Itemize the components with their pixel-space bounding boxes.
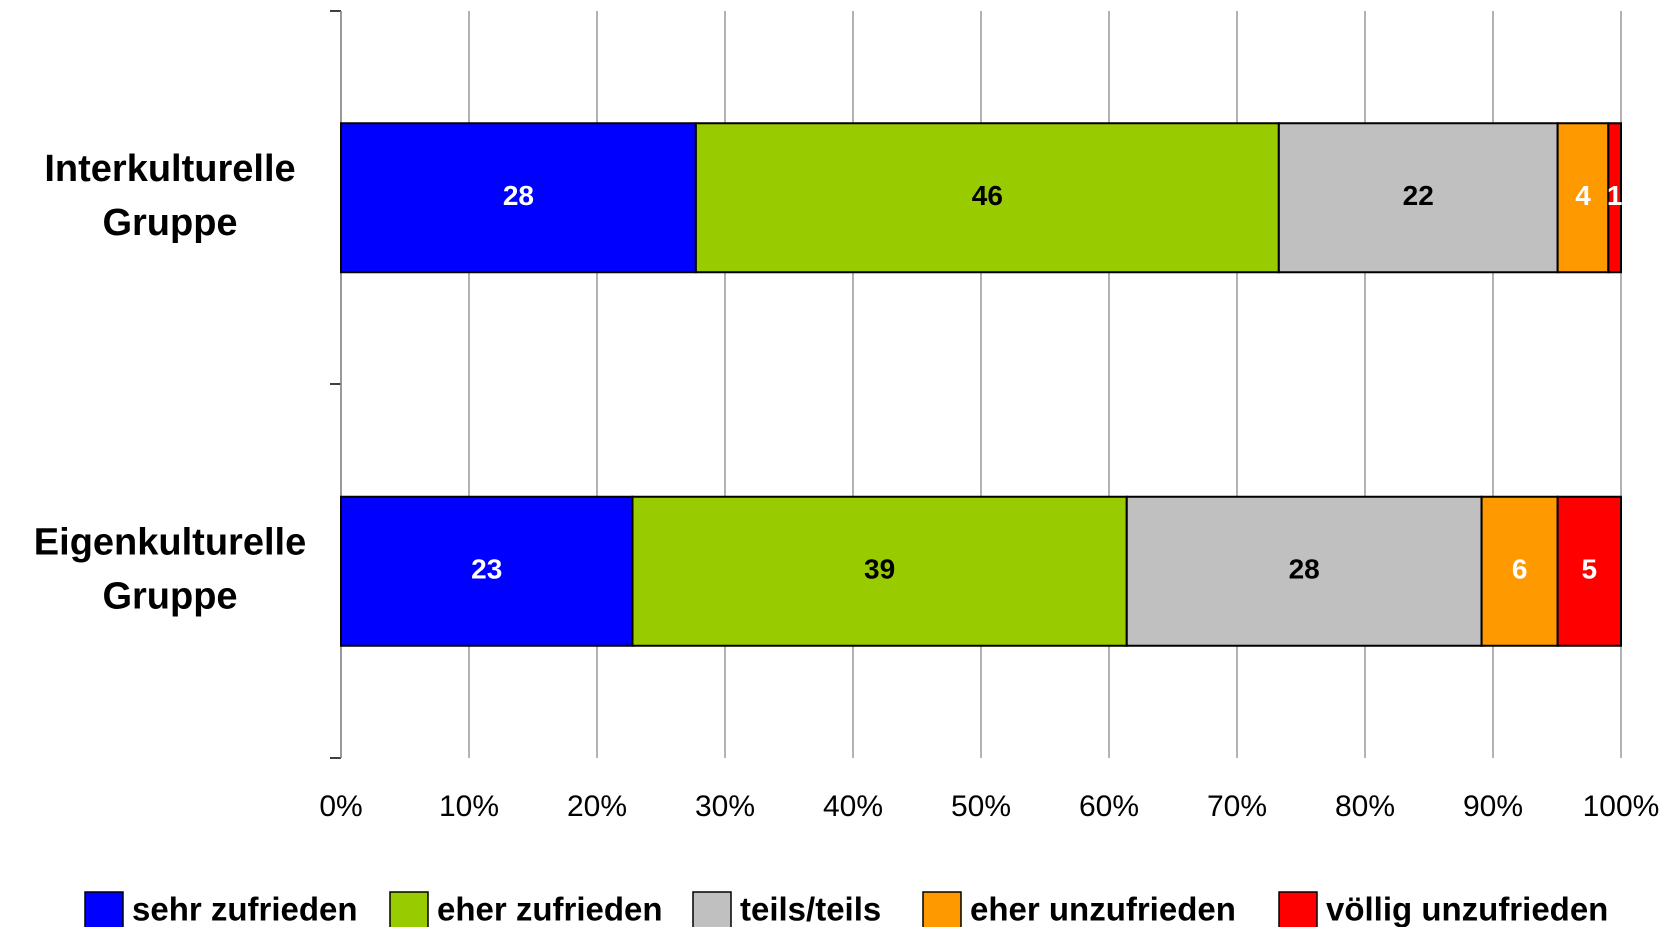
x-tick-label: 40% [823,790,883,823]
x-tick-label: 90% [1463,790,1523,823]
y-tick-label: Interkulturelle Gruppe [44,148,295,244]
x-tick-label: 50% [951,790,1011,823]
data-label: 28 [503,180,534,211]
bar-segment [1125,495,1483,647]
bar-segment [1556,122,1610,274]
data-label: 5 [1582,554,1598,585]
data-label: 39 [864,554,895,585]
legend-label: sehr zufrieden [132,891,358,927]
bar-segment [1480,495,1559,647]
data-label: 23 [471,554,502,585]
x-tick-label: 60% [1079,790,1139,823]
data-label: 6 [1512,554,1528,585]
legend-label: eher zufrieden [437,891,663,927]
x-tick-label: 30% [695,790,755,823]
x-tick-label: 70% [1207,790,1267,823]
x-tick-label: 100% [1583,790,1659,823]
data-label: 46 [972,180,1003,211]
legend-swatch [1278,891,1318,927]
bar-segment [1277,122,1559,274]
x-tick-label: 10% [439,790,499,823]
legend-label: völlig unzufrieden [1326,891,1608,927]
bar-segment [631,495,1128,647]
legend-label: eher unzufrieden [970,891,1236,927]
x-tick-label: 80% [1335,790,1395,823]
data-label: 22 [1403,180,1434,211]
legend-swatch [84,891,124,927]
data-label: 1 [1607,180,1623,211]
legend-swatch [922,891,962,927]
data-label: 28 [1289,554,1320,585]
bar-segment [1607,122,1623,274]
y-tick-label: Eigenkulturelle Gruppe [34,521,306,617]
x-tick-label: 20% [567,790,627,823]
bar-segment [1556,495,1623,647]
data-label: 4 [1575,180,1591,211]
bar-segment [340,122,697,274]
legend-swatch [692,891,732,927]
legend-swatch [389,891,429,927]
x-tick-label: 0% [319,790,362,823]
legend-label: teils/teils [740,891,881,927]
